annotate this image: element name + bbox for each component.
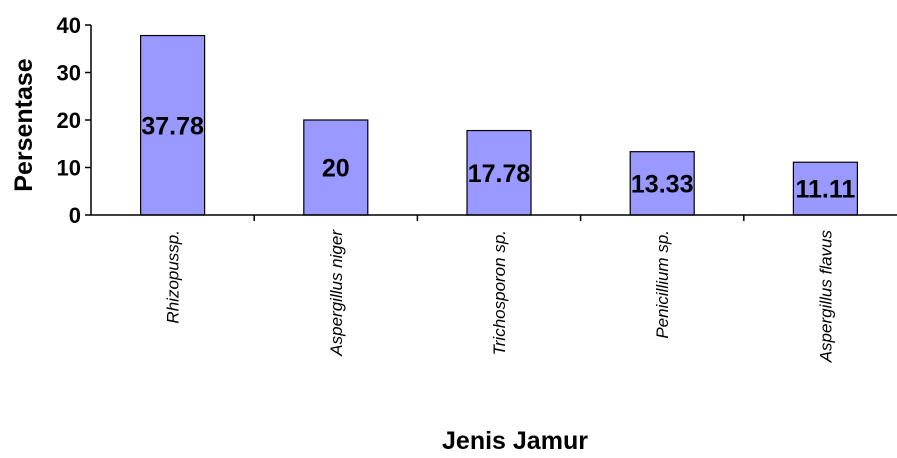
x-axis-categories: Rhizopussp. Aspergillus niger Trichosporon…	[164, 229, 836, 364]
x-axis-title: Jenis Jamur	[442, 427, 588, 455]
x-category-label: Trichosporon sp.	[490, 230, 509, 355]
x-category-label: Rhizopussp.	[164, 230, 183, 324]
bar	[303, 119, 369, 216]
y-axis-title: Persentase	[10, 58, 38, 192]
y-tick-label: 0	[69, 203, 81, 228]
bar	[629, 151, 695, 216]
x-category-label: Aspergillus niger	[327, 229, 346, 357]
y-tick-label: 30	[57, 61, 81, 86]
bar	[466, 129, 532, 216]
data-label: 17.78	[468, 160, 531, 188]
bars	[140, 34, 859, 216]
x-category-label: Penicillium sp.	[653, 230, 672, 339]
data-label: 13.33	[631, 170, 694, 198]
x-category-label: Aspergillus flavus	[816, 230, 835, 364]
data-labels: 37.78 20 17.78 13.33 11.11	[141, 112, 855, 203]
y-tick-label: 40	[57, 13, 81, 38]
y-tick-label: 20	[57, 108, 81, 133]
data-label: 20	[322, 155, 350, 183]
data-label: 37.78	[141, 112, 204, 140]
bar	[792, 161, 859, 216]
data-label: 11.11	[795, 176, 855, 204]
y-tick-label: 10	[57, 156, 81, 181]
y-axis-ticks: 0 10 20 30 40	[57, 13, 745, 228]
bar	[140, 34, 206, 216]
